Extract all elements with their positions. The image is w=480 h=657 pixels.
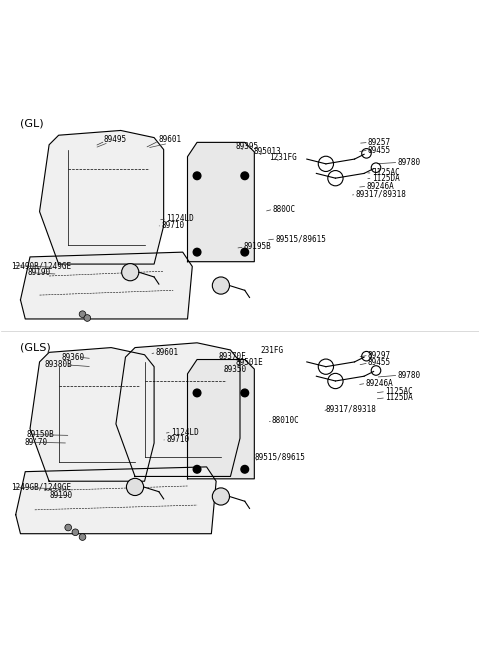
Circle shape [65, 524, 72, 531]
Circle shape [193, 248, 201, 256]
Text: 89601: 89601 [155, 348, 178, 357]
Text: 89455: 89455 [368, 358, 391, 367]
Text: 1125DA: 1125DA [372, 174, 399, 183]
Circle shape [241, 389, 249, 397]
Polygon shape [116, 343, 240, 476]
Text: (GL): (GL) [21, 118, 44, 129]
Circle shape [79, 311, 86, 317]
Text: 89370F: 89370F [218, 351, 246, 361]
Text: 12490B/1249GE: 12490B/1249GE [11, 261, 71, 270]
Text: 89195B: 89195B [244, 242, 272, 252]
Circle shape [121, 263, 139, 281]
Circle shape [193, 465, 201, 473]
Circle shape [241, 172, 249, 179]
Text: 89350: 89350 [224, 365, 247, 374]
Text: 89455: 89455 [368, 145, 391, 154]
Polygon shape [188, 359, 254, 479]
Text: 89501E: 89501E [235, 358, 263, 367]
Text: 89395: 89395 [235, 142, 258, 150]
Text: 89780: 89780 [397, 371, 420, 380]
Text: 1125DA: 1125DA [385, 393, 413, 402]
Circle shape [241, 248, 249, 256]
Text: 89317/89318: 89317/89318 [326, 405, 377, 414]
Text: 89380B: 89380B [44, 360, 72, 369]
Circle shape [193, 172, 201, 179]
Text: 89317/89318: 89317/89318 [356, 190, 407, 199]
Text: 89495: 89495 [104, 135, 127, 145]
Text: 895013: 895013 [253, 147, 281, 156]
Text: 89780: 89780 [397, 158, 420, 167]
Text: 1125AC: 1125AC [372, 168, 399, 177]
Polygon shape [21, 252, 192, 319]
Text: 89257: 89257 [368, 138, 391, 147]
Circle shape [72, 529, 79, 535]
Text: 1124LD: 1124LD [166, 214, 194, 223]
Circle shape [212, 277, 229, 294]
Polygon shape [39, 131, 164, 264]
Text: 89601: 89601 [159, 135, 182, 145]
Text: 88010C: 88010C [272, 416, 300, 425]
Text: 231FG: 231FG [261, 346, 284, 355]
Polygon shape [16, 467, 216, 533]
Circle shape [84, 315, 91, 321]
Text: 89515/89615: 89515/89615 [276, 235, 326, 243]
Text: 89360: 89360 [61, 353, 84, 361]
Circle shape [212, 488, 229, 505]
Text: 880OC: 880OC [273, 205, 296, 214]
Text: (GLS): (GLS) [21, 343, 51, 353]
Circle shape [126, 478, 144, 495]
Text: 89246A: 89246A [365, 379, 393, 388]
Text: 89'70: 89'70 [24, 438, 48, 447]
Circle shape [193, 389, 201, 397]
Text: 89710: 89710 [166, 435, 189, 443]
Polygon shape [30, 348, 154, 481]
Text: 89150B: 89150B [27, 430, 54, 439]
Text: 1249GB/1249GE: 1249GB/1249GE [11, 482, 71, 491]
Text: 1124LD: 1124LD [171, 428, 199, 436]
Text: 89190: 89190 [49, 491, 72, 500]
Text: 1125AC: 1125AC [385, 387, 413, 396]
Text: 89297: 89297 [368, 351, 391, 360]
Text: 1231FG: 1231FG [269, 153, 296, 162]
Text: 89190: 89190 [28, 268, 51, 277]
Text: 89710: 89710 [161, 221, 184, 230]
Circle shape [79, 533, 86, 541]
Text: 89246A: 89246A [366, 182, 394, 191]
Polygon shape [188, 143, 254, 261]
Text: 89515/89615: 89515/89615 [254, 453, 305, 462]
Circle shape [241, 465, 249, 473]
